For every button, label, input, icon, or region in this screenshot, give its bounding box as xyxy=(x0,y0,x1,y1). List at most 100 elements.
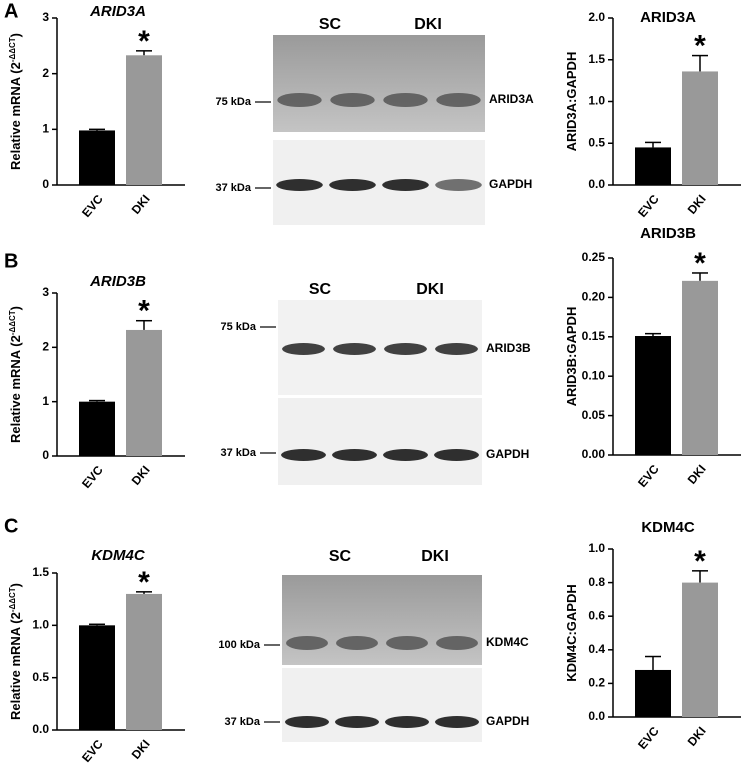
band xyxy=(434,449,479,461)
y-tick-label: 3 xyxy=(42,10,49,24)
bar xyxy=(126,329,162,456)
band xyxy=(332,449,377,461)
x-tick-label: EVC xyxy=(79,463,106,491)
significance-mark: * xyxy=(138,25,150,58)
band xyxy=(383,449,428,461)
x-tick-label: EVC xyxy=(635,192,662,220)
chart-title: ARID3A xyxy=(640,9,696,26)
protein-label: GAPDH xyxy=(486,714,529,728)
group-label: SC xyxy=(319,16,342,33)
y-tick-label: 0.4 xyxy=(588,642,605,656)
y-tick-label: 1.0 xyxy=(32,618,49,632)
y-tick-label: 0.25 xyxy=(582,250,606,264)
band xyxy=(382,179,429,191)
bar xyxy=(79,130,115,185)
y-tick-label: 1 xyxy=(42,122,49,136)
y-tick-label: 0.8 xyxy=(588,575,605,589)
group-label: DKI xyxy=(421,548,449,565)
bar xyxy=(126,55,162,186)
y-axis-label-part: -ΔΔCT xyxy=(8,310,17,335)
blot-top xyxy=(282,575,482,665)
panel-label: C xyxy=(4,515,18,537)
x-tick-label: EVC xyxy=(635,724,662,752)
y-axis-label: ARID3B:GAPDH xyxy=(564,307,579,407)
band xyxy=(285,716,329,728)
x-tick-label: EVC xyxy=(635,462,662,490)
y-tick-label: 1.5 xyxy=(588,52,605,66)
significance-mark: * xyxy=(694,29,706,62)
y-tick-label: 0.20 xyxy=(582,290,606,304)
y-tick-label: 0.10 xyxy=(582,368,606,382)
marker-label: 75 kDa xyxy=(216,96,252,108)
y-axis-label: Relative mRNA (2-ΔΔCT) xyxy=(8,33,24,170)
band xyxy=(385,716,429,728)
y-axis-label-part: -ΔΔCT xyxy=(8,587,17,612)
y-axis-label-part: ) xyxy=(8,306,23,310)
chart-title: ARID3A xyxy=(89,3,146,20)
y-axis-label-part: Relative mRNA (2 xyxy=(8,335,23,443)
y-tick-label: 0.00 xyxy=(582,447,606,461)
band xyxy=(277,93,322,107)
chart-title: KDM4C xyxy=(91,547,146,564)
y-tick-label: 0.15 xyxy=(582,329,606,343)
y-axis-label-part: ) xyxy=(8,33,23,37)
band xyxy=(276,179,323,191)
band xyxy=(435,179,482,191)
y-axis-label-part: ARID3B:GAPDH xyxy=(564,307,579,407)
y-tick-label: 0.05 xyxy=(582,408,606,422)
protein-label: GAPDH xyxy=(489,177,532,191)
protein-label: ARID3A xyxy=(489,92,534,106)
blot-bottom xyxy=(282,668,482,742)
y-axis-label: Relative mRNA (2-ΔΔCT) xyxy=(8,306,24,443)
bar xyxy=(635,147,671,185)
y-tick-label: 1.0 xyxy=(588,541,605,555)
x-tick-label: DKI xyxy=(685,462,709,487)
bar xyxy=(682,280,718,455)
bar xyxy=(126,593,162,730)
y-tick-label: 3 xyxy=(42,285,49,299)
y-axis-label: ARID3A:GAPDH xyxy=(564,52,579,152)
y-tick-label: 1 xyxy=(42,394,49,408)
marker-label: 37 kDa xyxy=(225,716,261,728)
marker-label: 37 kDa xyxy=(216,182,252,194)
x-tick-label: DKI xyxy=(685,192,709,217)
y-tick-label: 0 xyxy=(42,177,49,191)
group-label: DKI xyxy=(414,16,442,33)
band xyxy=(386,636,428,650)
bar xyxy=(79,625,115,730)
band xyxy=(383,93,428,107)
y-axis-label-part: ARID3A:GAPDH xyxy=(564,52,579,152)
y-tick-label: 0.5 xyxy=(588,135,605,149)
significance-mark: * xyxy=(138,566,150,599)
y-tick-label: 2 xyxy=(42,66,49,80)
protein-label: ARID3B xyxy=(486,341,531,355)
y-axis-label-part: -ΔΔCT xyxy=(8,37,17,62)
group-label: SC xyxy=(309,281,332,298)
y-tick-label: 0.0 xyxy=(588,709,605,723)
chart-title: KDM4C xyxy=(641,519,695,536)
band xyxy=(436,636,478,650)
bar xyxy=(682,582,718,717)
y-tick-label: 1.0 xyxy=(588,94,605,108)
bar xyxy=(635,669,671,717)
significance-mark: * xyxy=(138,295,150,328)
y-tick-label: 0.2 xyxy=(588,676,605,690)
y-tick-label: 0.0 xyxy=(32,722,49,736)
band xyxy=(286,636,328,650)
panel-label: B xyxy=(4,250,18,272)
band xyxy=(435,716,479,728)
y-axis-label-part: Relative mRNA (2 xyxy=(8,612,23,720)
x-tick-label: DKI xyxy=(129,192,153,217)
y-tick-label: 2 xyxy=(42,340,49,354)
protein-label: KDM4C xyxy=(486,635,529,649)
significance-mark: * xyxy=(694,247,706,280)
band xyxy=(329,179,376,191)
chart-title: ARID3B xyxy=(89,273,146,290)
band xyxy=(335,716,379,728)
group-label: DKI xyxy=(416,281,444,298)
y-axis-label-part: ) xyxy=(8,583,23,587)
y-tick-label: 2.0 xyxy=(588,10,605,24)
y-axis-label-part: KDM4C:GAPDH xyxy=(564,584,579,682)
y-axis-label: Relative mRNA (2-ΔΔCT) xyxy=(8,583,24,720)
